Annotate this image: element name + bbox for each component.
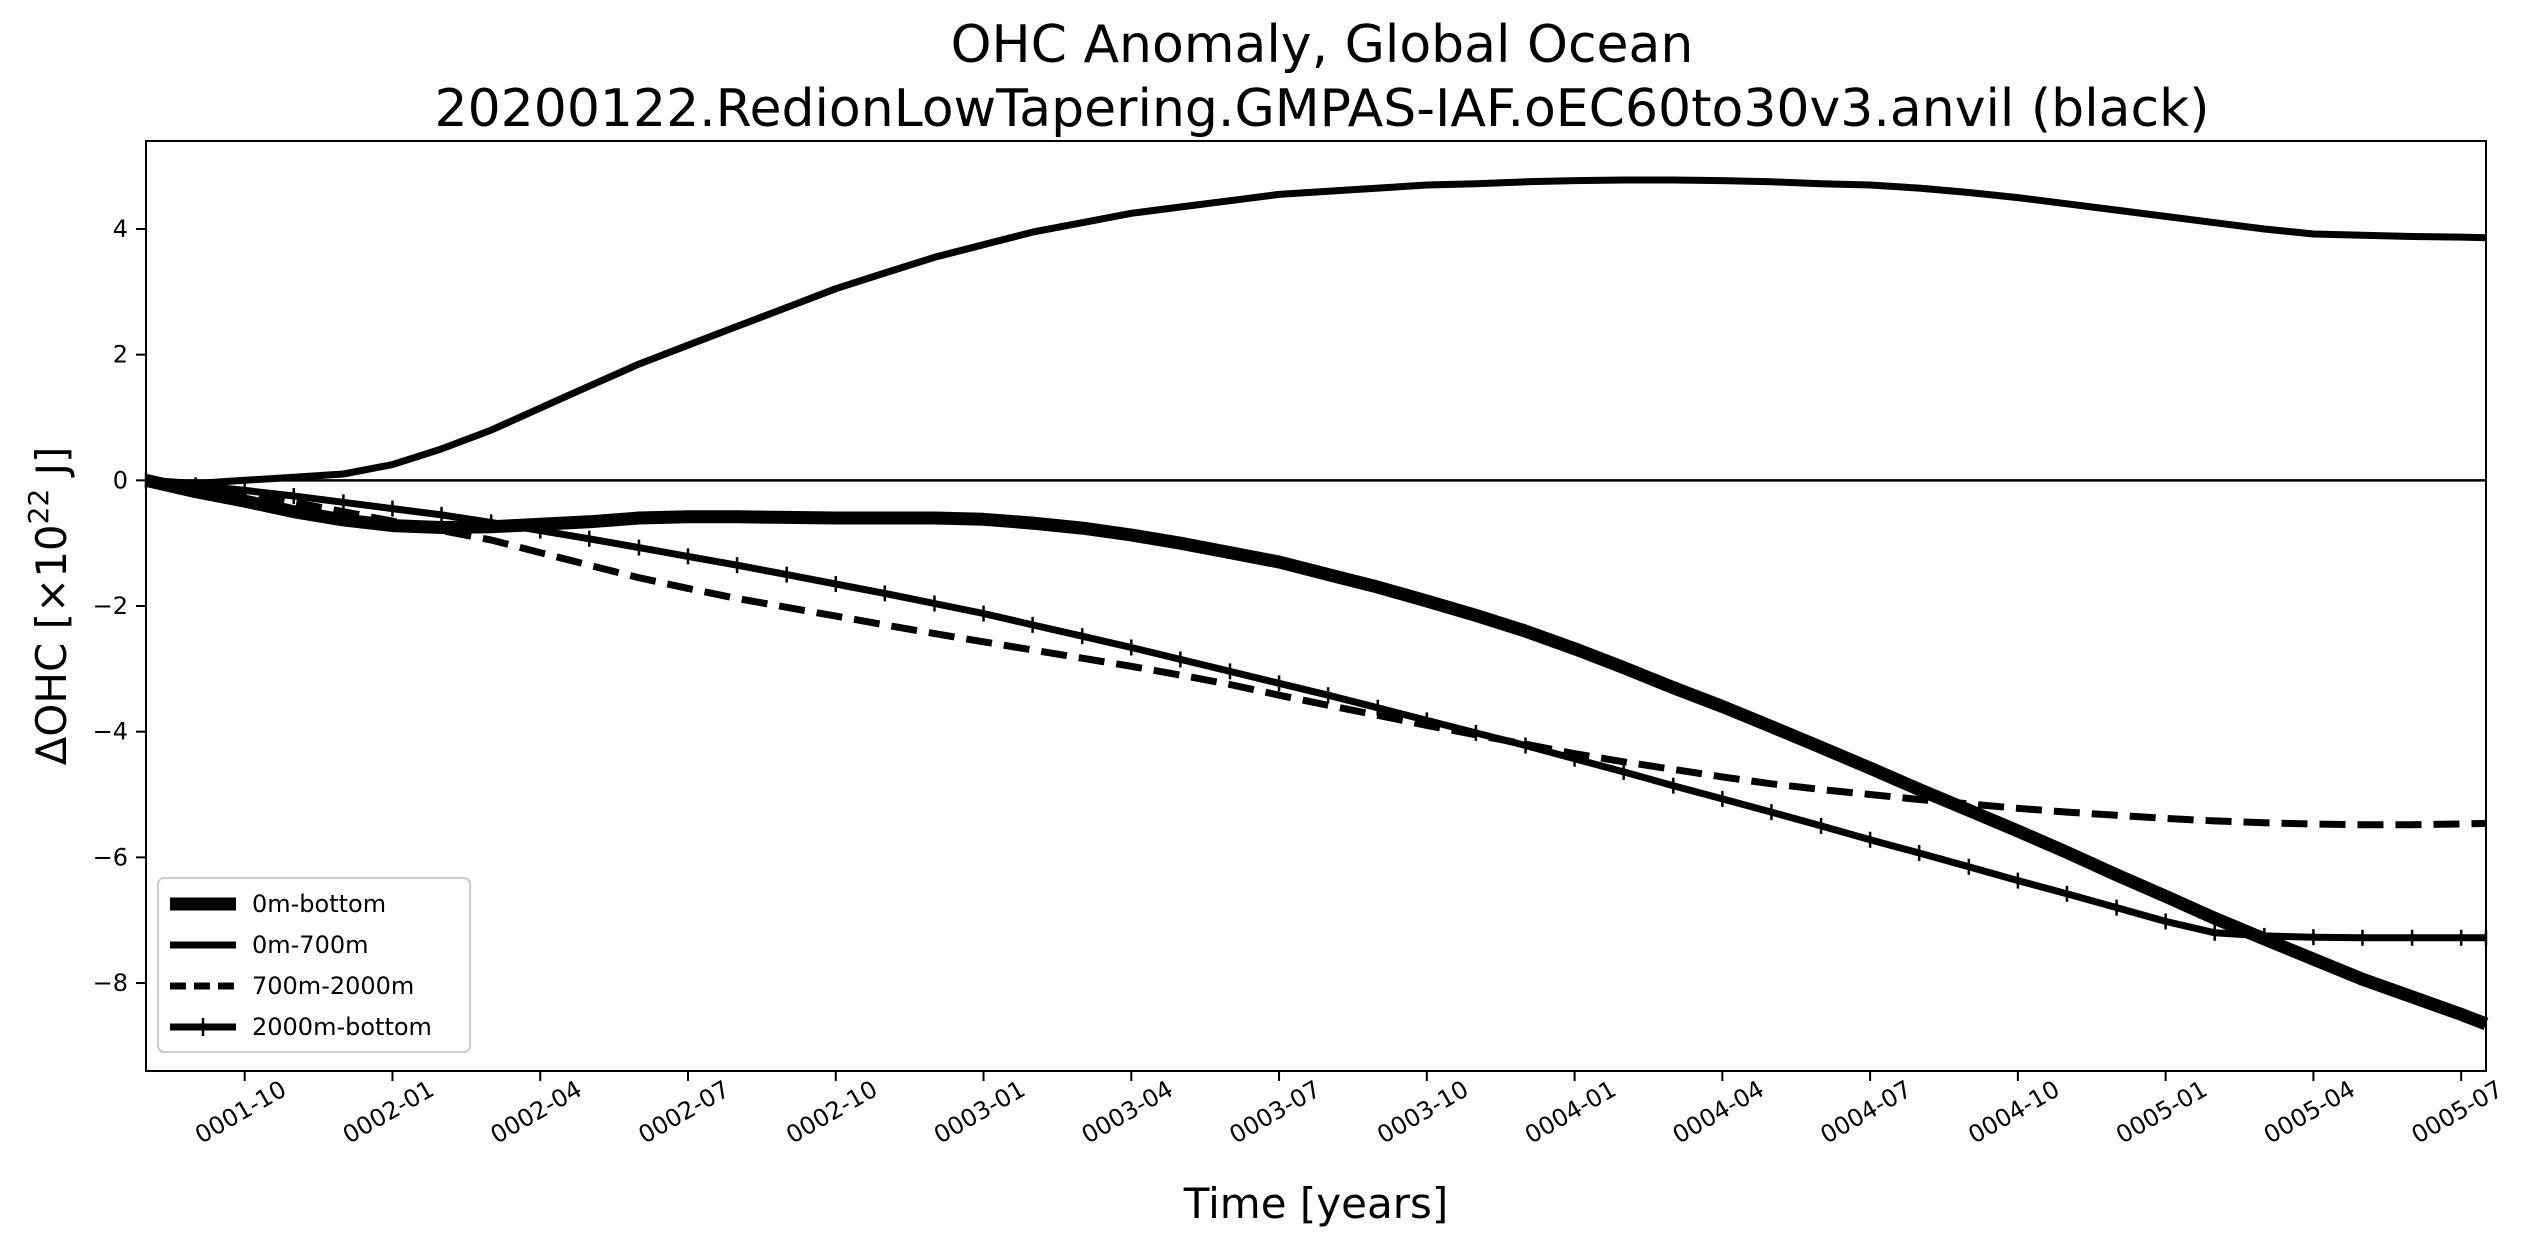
series-line-2000m-bottom — [145, 476, 2486, 942]
x-tick-label: 0004-10 — [1963, 1075, 2064, 1149]
y-tick-label: −6 — [93, 843, 128, 871]
x-axis-label: Time [years] — [1183, 1179, 1449, 1228]
x-tick-label: 0003-07 — [1225, 1075, 1326, 1149]
legend-label-2000m-bottom: 2000m-bottom — [252, 1013, 432, 1041]
y-tick-label: −8 — [93, 969, 128, 997]
series-line-700m-2000m — [145, 476, 2487, 829]
x-tick-label: 0003-10 — [1372, 1075, 1473, 1149]
y-axis: 4 2 0 −2 −4 −6 −8 — [93, 215, 146, 997]
plot-area — [144, 176, 2489, 1030]
x-tick-label: 0002-10 — [781, 1075, 882, 1149]
y-axis-label-prefix: ΔOHC [×10 — [27, 524, 76, 765]
axes-frame — [145, 140, 2487, 1072]
legend-label-0m-700m: 0m-700m — [252, 931, 369, 959]
x-tick-label: 0002-07 — [634, 1075, 735, 1149]
legend: 0m-bottom 0m-700m 700m-2000m 2000m-bottom — [157, 877, 471, 1053]
legend-box — [157, 877, 471, 1053]
y-tick-label: 2 — [113, 341, 128, 369]
y-axis-label-exponent: 22 — [22, 489, 55, 525]
chart-title: OHC Anomaly, Global Ocean — [951, 15, 1694, 75]
x-tick-label: 0003-04 — [1077, 1075, 1178, 1149]
y-axis-label: ΔOHC [×1022 J] — [22, 447, 76, 766]
x-tick-label: 0002-04 — [486, 1075, 587, 1149]
legend-label-700m-2000m: 700m-2000m — [252, 972, 414, 1000]
series-line-0m-bottom — [144, 473, 2489, 1030]
y-tick-label: 4 — [113, 215, 128, 243]
chart-subtitle: 20200122.RedionLowTapering.GMPAS-IAF.oEC… — [434, 79, 2209, 139]
y-tick-label: −4 — [93, 718, 128, 746]
y-axis-label-suffix: J] — [27, 447, 76, 489]
x-tick-label: 0005-01 — [2111, 1075, 2212, 1149]
x-tick-label: 0003-01 — [929, 1075, 1030, 1149]
x-tick-label: 0004-01 — [1520, 1075, 1621, 1149]
y-tick-label: −2 — [93, 592, 128, 620]
x-tick-label: 0001-10 — [190, 1075, 291, 1149]
x-tick-label: 0005-04 — [2259, 1075, 2360, 1149]
x-tick-label: 0002-01 — [338, 1075, 439, 1149]
series-line-0m-700m — [145, 176, 2487, 487]
x-tick-label: 0004-07 — [1816, 1075, 1917, 1149]
x-tick-label: 0005-07 — [2407, 1075, 2508, 1149]
legend-label-0m-bottom: 0m-bottom — [252, 890, 386, 918]
y-tick-label: 0 — [113, 466, 128, 494]
x-axis: 0001-10 0002-01 0002-04 0002-07 0002-10 0003-… — [190, 1071, 2508, 1149]
x-tick-label: 0004-04 — [1668, 1075, 1769, 1149]
